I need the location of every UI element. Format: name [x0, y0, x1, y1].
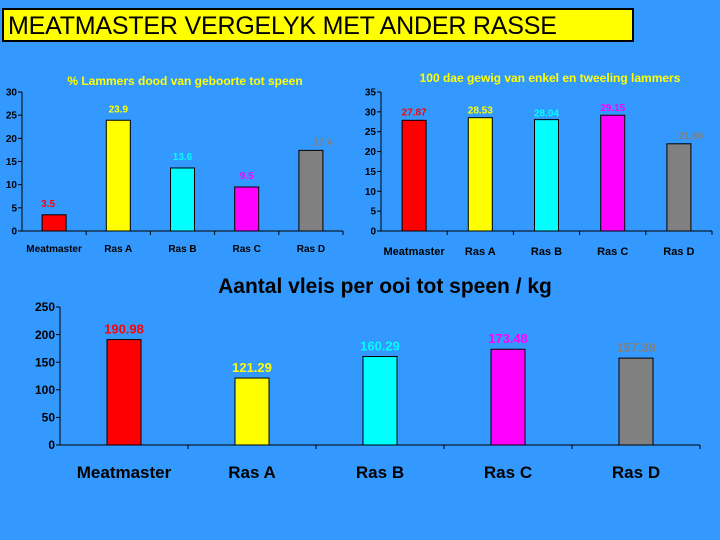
- chart-title: % Lammers dood van geboorte tot speen: [67, 74, 302, 88]
- y-tick-label: 10: [6, 180, 18, 191]
- bar: [41, 214, 67, 232]
- bar: [401, 119, 427, 232]
- title-box: MEATMASTER VERGELYK MET ANDER RASSE: [2, 8, 634, 42]
- chart-title: 100 dae gewig van enkel en tweeling lamm…: [420, 71, 681, 85]
- data-label: 28.53: [468, 106, 493, 117]
- category-label: Ras B: [168, 244, 196, 255]
- bar: [298, 149, 324, 232]
- y-tick-label: 0: [48, 438, 55, 452]
- category-label: Ras D: [297, 244, 325, 255]
- category-label: Meatmaster: [26, 244, 82, 255]
- category-label: Ras C: [233, 244, 261, 255]
- category-label: Ras D: [612, 463, 660, 482]
- category-label: Meatmaster: [77, 463, 172, 482]
- data-label: 160.29: [360, 339, 400, 354]
- category-label: Meatmaster: [384, 246, 446, 258]
- data-label: 27.87: [402, 107, 427, 118]
- category-label: Ras A: [228, 463, 276, 482]
- y-tick-label: 15: [365, 167, 377, 178]
- y-tick-label: 10: [365, 187, 377, 198]
- bar: [170, 167, 195, 232]
- bar: [490, 348, 526, 446]
- category-label: Ras D: [663, 246, 694, 258]
- category-label: Ras A: [465, 246, 496, 258]
- data-label: 121.29: [232, 360, 272, 375]
- y-tick-label: 35: [365, 88, 377, 99]
- data-label: 17.4: [313, 137, 333, 148]
- data-label: 23.9: [109, 104, 129, 115]
- data-label: 3.5: [41, 199, 55, 210]
- y-tick-label: 5: [370, 207, 376, 218]
- y-tick-label: 20: [6, 134, 18, 145]
- bar: [362, 356, 398, 446]
- bar: [234, 377, 270, 446]
- y-tick-label: 30: [365, 107, 377, 118]
- data-label: 173.48: [488, 331, 528, 346]
- y-tick-label: 0: [11, 227, 17, 238]
- bar: [666, 143, 692, 232]
- category-label: Ras A: [104, 244, 132, 255]
- y-tick-label: 150: [35, 355, 55, 369]
- bar: [618, 357, 654, 446]
- data-label: 29.15: [600, 103, 625, 114]
- y-tick-label: 50: [42, 411, 56, 425]
- y-tick-label: 200: [35, 328, 55, 342]
- y-tick-label: 100: [35, 383, 55, 397]
- data-label: 28.04: [534, 109, 559, 120]
- category-label: Ras B: [356, 463, 404, 482]
- data-label: 21.96: [678, 131, 703, 142]
- y-tick-label: 25: [365, 127, 377, 138]
- data-label: 13.6: [173, 152, 193, 163]
- chart-title: Aantal vleis per ooi tot speen / kg: [218, 275, 552, 298]
- y-tick-label: 30: [6, 88, 18, 99]
- y-tick-label: 250: [35, 300, 55, 314]
- page-title: MEATMASTER VERGELYK MET ANDER RASSE: [8, 12, 557, 40]
- bar: [106, 339, 142, 446]
- bar: [534, 119, 559, 232]
- data-label: 9.5: [240, 171, 254, 182]
- bar: [105, 119, 131, 232]
- data-label: 190.98: [104, 322, 144, 337]
- category-label: Ras C: [597, 246, 628, 258]
- data-label: 157.39: [616, 340, 656, 355]
- y-tick-label: 5: [11, 203, 17, 214]
- bar: [234, 186, 260, 232]
- y-tick-label: 20: [365, 147, 377, 158]
- category-label: Ras C: [484, 463, 532, 482]
- y-tick-label: 25: [6, 111, 18, 122]
- y-tick-label: 0: [370, 227, 376, 238]
- y-tick-label: 15: [6, 157, 18, 168]
- bar: [600, 114, 626, 232]
- category-label: Ras B: [531, 246, 562, 258]
- bar: [467, 117, 493, 232]
